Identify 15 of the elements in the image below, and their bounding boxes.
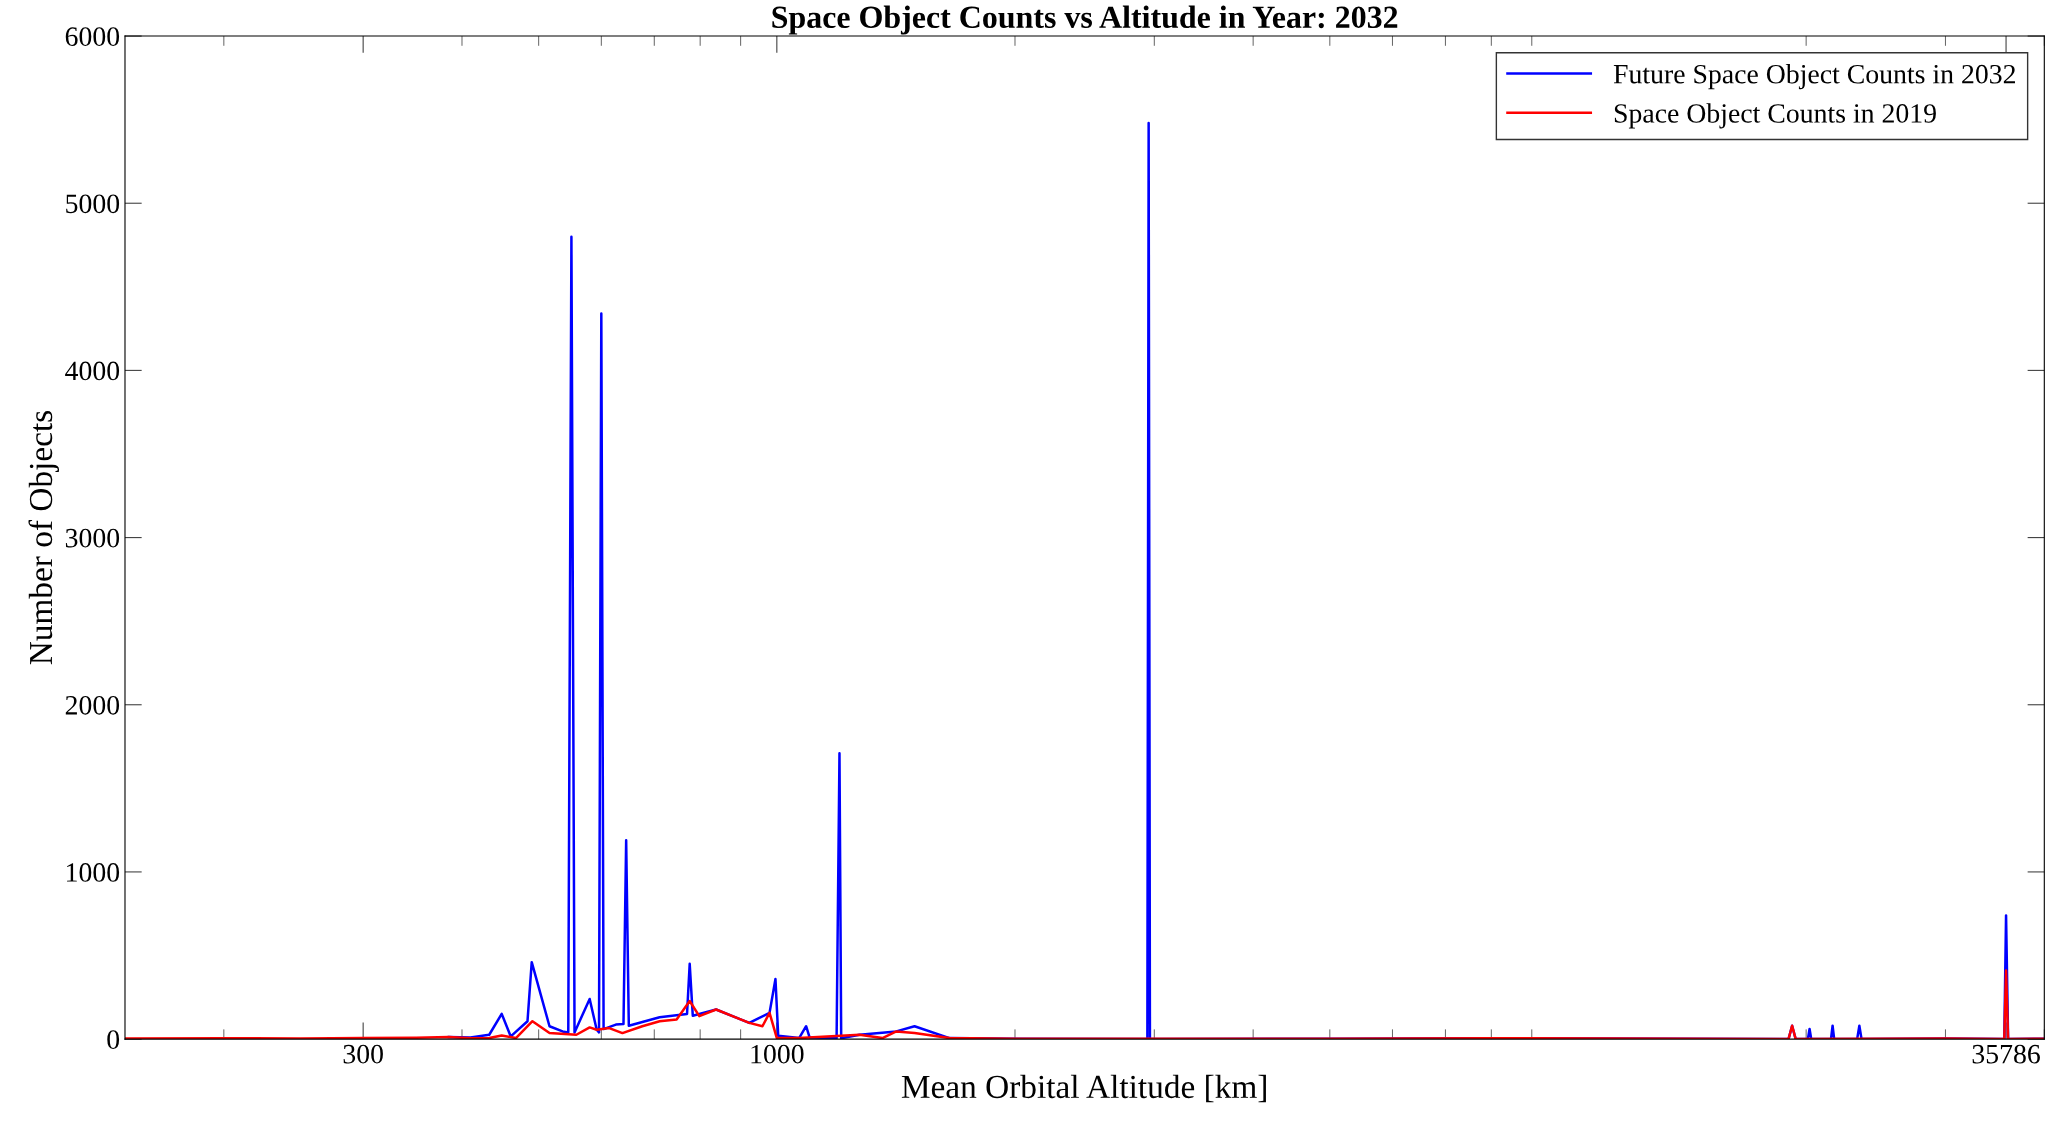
x-axis-title: Mean Orbital Altitude [km] [901,1074,1266,1103]
legend-label: Future Space Object Counts in 2032 [1613,64,2015,90]
legend-label: Space Object Counts in 2019 [1614,103,1936,129]
x-tick-label: 300 [343,1044,383,1064]
y-tick-label: 0 [107,1030,120,1050]
y-axis-title: Number of Objects [28,411,60,665]
x-tick-label: 35786 [1972,1044,2040,1064]
y-tick-label: 1000 [67,863,120,882]
y-tick-label: 2000 [65,695,120,715]
y-tick-label: 6000 [65,27,120,46]
y-tick-label: 4000 [65,361,120,381]
y-tick-label: 5000 [66,194,120,214]
chart-title: Space Object Counts vs Altitude in Year: 2032 [772,5,1398,35]
y-tick-label: 3000 [65,528,120,548]
x-tick-label: 1000 [751,1044,804,1064]
